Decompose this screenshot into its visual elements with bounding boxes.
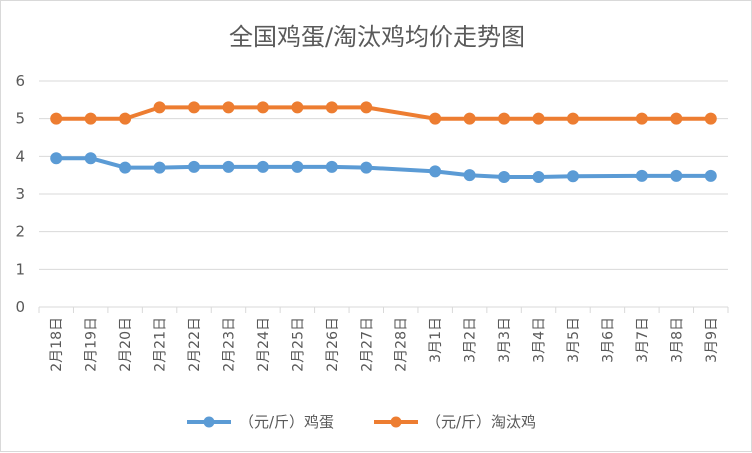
series-line-1 [54, 105, 713, 121]
data-point [635, 112, 648, 125]
x-tick-label: 2月24日 [256, 317, 272, 372]
data-point [360, 161, 373, 174]
x-tick-label: 3月2日 [463, 317, 479, 363]
x-tick-label: 2月22日 [187, 317, 203, 372]
x-tick-label: 3月6日 [600, 317, 616, 363]
series-layer [50, 101, 717, 184]
data-point [153, 101, 166, 114]
x-tick-label: 3月1日 [428, 317, 444, 363]
data-point [532, 171, 545, 184]
y-tick-label: 3 [15, 185, 25, 203]
data-point [670, 112, 683, 125]
data-point [119, 112, 132, 125]
legend-label: （元/斤）淘汰鸡 [426, 413, 536, 431]
data-point [325, 101, 338, 114]
data-point [704, 112, 717, 125]
data-point [463, 112, 476, 125]
x-tick-label: 2月20日 [118, 317, 134, 372]
grid [39, 80, 728, 270]
x-tick-label: 2月21日 [153, 317, 169, 372]
data-point [84, 152, 97, 165]
y-tick-label: 1 [15, 260, 25, 278]
data-point [188, 101, 201, 114]
data-point [670, 169, 683, 182]
legend-swatch-marker [203, 416, 215, 428]
data-point [463, 169, 476, 182]
data-point [222, 101, 235, 114]
chart-title: 全国鸡蛋/淘汰鸡均价走势图 [229, 23, 525, 51]
legend: （元/斤）鸡蛋 （元/斤）淘汰鸡 [187, 413, 536, 431]
legend-swatch-marker [390, 416, 402, 428]
legend-label: （元/斤）鸡蛋 [239, 413, 334, 431]
x-tick-label: 2月25日 [290, 317, 306, 372]
data-point [635, 169, 648, 182]
x-tick-label: 3月9日 [704, 317, 720, 363]
data-point [704, 169, 717, 182]
data-point [50, 112, 63, 125]
data-point [84, 112, 97, 125]
x-tick-label: 2月26日 [325, 317, 341, 372]
data-point [222, 160, 235, 173]
x-tick-label: 2月27日 [359, 317, 375, 372]
x-tick-label: 3月8日 [669, 317, 685, 363]
data-point [532, 112, 545, 125]
data-point [291, 160, 304, 173]
data-point [429, 112, 442, 125]
x-tick-label: 3月5日 [566, 317, 582, 363]
data-point [498, 171, 511, 184]
y-tick-label: 5 [15, 110, 25, 128]
x-tick-label: 2月28日 [394, 317, 410, 372]
data-point [325, 160, 338, 173]
y-tick-label: 2 [15, 223, 25, 241]
data-point [153, 161, 166, 174]
data-point [50, 152, 63, 165]
y-tick-label: 4 [15, 147, 25, 165]
x-tick-label: 2月23日 [221, 317, 237, 372]
y-tick-label: 0 [15, 298, 25, 316]
x-tick-label: 3月7日 [635, 317, 651, 363]
data-point [119, 161, 132, 174]
data-point [256, 101, 269, 114]
axes: 0 1 2 3 4 5 6 2月18日 2月19日 2月20日 2月21日 2月22日 2月23日 2月2… [15, 72, 729, 372]
data-point [291, 101, 304, 114]
x-tick-label: 2月19日 [84, 317, 100, 372]
x-tick-label: 3月3日 [497, 317, 513, 363]
x-tick-label: 2月18日 [49, 317, 65, 372]
data-point [498, 112, 511, 125]
x-tick-label: 3月4日 [532, 317, 548, 363]
data-point [566, 170, 579, 183]
y-tick-label: 6 [15, 72, 25, 90]
data-point [188, 160, 201, 173]
data-point [566, 112, 579, 125]
data-point [256, 160, 269, 173]
data-point [360, 101, 373, 114]
data-point [429, 165, 442, 178]
legend-item: （元/斤）淘汰鸡 [374, 413, 536, 431]
legend-item: （元/斤）鸡蛋 [187, 413, 334, 431]
